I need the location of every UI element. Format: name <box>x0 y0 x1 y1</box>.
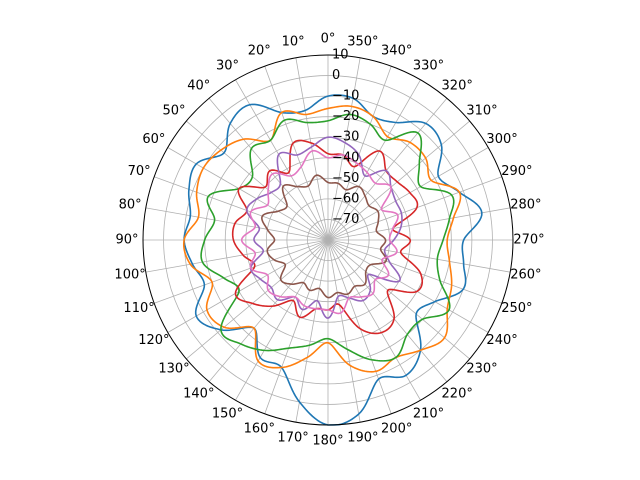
angular-grid-spoke <box>327 239 448 382</box>
angular-grid-spoke <box>327 239 470 360</box>
angle-tick-label: 260° <box>510 267 541 282</box>
angle-tick-label: 110° <box>123 301 154 316</box>
angle-tick-label: 320° <box>442 79 473 94</box>
angle-tick-label: 170° <box>277 430 308 445</box>
series-line-7 <box>240 149 399 315</box>
angle-tick-label: 310° <box>466 103 497 118</box>
angle-tick-label: 30° <box>216 58 239 73</box>
radial-tick-label: −50 <box>332 171 359 186</box>
radial-tick-label: −70 <box>332 212 359 227</box>
angular-grid-spoke <box>327 120 470 241</box>
angular-grid-spoke <box>327 176 502 241</box>
angle-tick-labels: 0° 10° 20° 30° 40°50° 60° 70° 80° 90° 100° 110° 120… <box>114 32 544 449</box>
angle-tick-label: 240° <box>486 333 517 348</box>
angular-grid-spoke <box>186 239 329 360</box>
angle-tick-label: 190° <box>347 430 378 445</box>
angular-grid-spoke <box>327 239 502 304</box>
angular-grid-spoke <box>327 239 489 333</box>
angular-grid-spoke <box>208 239 329 382</box>
angular-grid-spoke <box>235 239 329 401</box>
angular-grid-spoke <box>327 66 392 241</box>
angular-grid-spoke <box>145 207 329 241</box>
angle-tick-label: 40° <box>187 79 210 94</box>
series-line-6 <box>261 174 388 299</box>
angular-grid-spoke <box>327 79 421 241</box>
angular-grid-spoke <box>327 207 511 241</box>
radial-tick-label: −10 <box>332 89 359 104</box>
angle-tick-label: 20° <box>248 44 271 59</box>
angle-tick-label: 130° <box>158 362 189 377</box>
angle-tick-label: 220° <box>442 387 473 402</box>
angular-grid-spoke <box>327 98 448 241</box>
angle-tick-label: 180° <box>312 434 343 449</box>
grid <box>143 55 513 425</box>
angle-tick-label: 210° <box>413 407 444 422</box>
radial-tick-label: 10 <box>332 48 349 63</box>
angular-grid-spoke <box>295 239 329 423</box>
angle-tick-label: 270° <box>513 233 544 248</box>
angular-grid-spoke <box>264 239 329 414</box>
angular-grid-spoke <box>327 147 489 241</box>
angle-tick-label: 50° <box>162 103 185 118</box>
angular-grid-spoke <box>327 57 361 241</box>
angular-grid-spoke <box>295 57 329 241</box>
angle-tick-label: 60° <box>142 132 165 147</box>
angle-tick-label: 10° <box>282 35 305 50</box>
angle-tick-label: 0° <box>321 32 336 47</box>
angular-grid-spoke <box>264 66 329 241</box>
angle-tick-label: 80° <box>119 198 142 213</box>
angular-grid-spoke <box>327 239 421 401</box>
angle-tick-label: 330° <box>413 58 444 73</box>
angle-tick-label: 230° <box>466 362 497 377</box>
series-line-5 <box>246 136 403 319</box>
angular-grid-spoke <box>327 239 361 423</box>
angular-grid-spoke <box>327 239 511 273</box>
angular-grid-spoke <box>208 98 329 241</box>
series-lines <box>182 94 483 426</box>
angle-tick-label: 140° <box>183 387 214 402</box>
angle-tick-label: 290° <box>501 164 532 179</box>
angular-grid-spoke <box>186 120 329 241</box>
angle-tick-label: 120° <box>138 333 169 348</box>
angle-tick-label: 150° <box>212 407 243 422</box>
angle-tick-label: 90° <box>115 233 138 248</box>
angle-tick-label: 280° <box>510 198 541 213</box>
angular-grid-spoke <box>145 239 329 273</box>
radial-tick-label: 0 <box>332 68 340 83</box>
angular-grid-spoke <box>327 239 392 414</box>
radial-tick-labels: 10 0 −10 −20 −30 −40 −50 −60 −70 <box>332 48 359 227</box>
angle-tick-label: 250° <box>501 301 532 316</box>
angle-tick-label: 200° <box>381 421 412 436</box>
series-line-2 <box>182 105 462 373</box>
polar-frame <box>142 54 514 426</box>
angle-tick-label: 300° <box>486 132 517 147</box>
angle-tick-label: 340° <box>381 44 412 59</box>
angular-grid-spoke <box>154 239 329 304</box>
angle-tick-label: 160° <box>244 421 275 436</box>
radial-tick-label: −40 <box>332 150 359 165</box>
angular-grid-spoke <box>154 176 329 241</box>
angle-tick-label: 350° <box>347 35 378 50</box>
radial-tick-label: −60 <box>332 191 359 206</box>
angular-grid-spoke <box>167 147 329 241</box>
angular-grid-spoke <box>167 239 329 333</box>
radial-tick-label: −20 <box>332 109 359 124</box>
angular-grid-spoke <box>235 79 329 241</box>
angle-tick-label: 70° <box>128 164 151 179</box>
radial-tick-label: −30 <box>332 130 359 145</box>
angle-tick-label: 100° <box>114 267 145 282</box>
